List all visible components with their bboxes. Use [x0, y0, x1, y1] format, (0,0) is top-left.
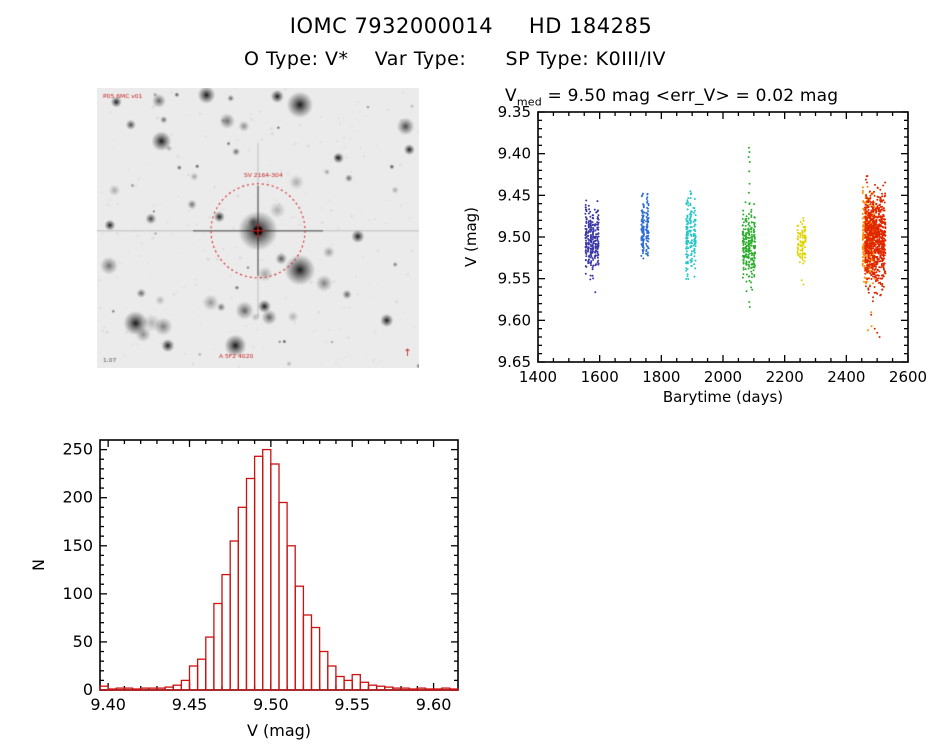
- svg-text:2400: 2400: [827, 368, 865, 386]
- svg-text:9.65: 9.65: [498, 353, 531, 371]
- scatter-title-values: = 9.50 mag <err_V> = 0.02 mag: [541, 86, 839, 106]
- svg-text:9.45: 9.45: [498, 186, 531, 204]
- lightcurve-scatter-plot: 1400 1600 1800 2000 2200 2400 2600 9.35 9.40 9.45…: [462, 103, 928, 406]
- svg-text:0: 0: [83, 680, 93, 699]
- cluster-epoch-3: [685, 190, 697, 280]
- svg-text:9.45: 9.45: [172, 695, 208, 714]
- svg-text:9.55: 9.55: [334, 695, 370, 714]
- svg-text:2000: 2000: [704, 368, 742, 386]
- svg-text:1600: 1600: [581, 368, 619, 386]
- svg-text:9.40: 9.40: [90, 695, 126, 714]
- svg-text:2200: 2200: [766, 368, 804, 386]
- svg-text:9.35: 9.35: [498, 103, 531, 121]
- svg-text:1800: 1800: [642, 368, 680, 386]
- svg-text:9.60: 9.60: [416, 695, 452, 714]
- vmed-subscript: med: [516, 95, 542, 109]
- hist-xlabel: V (mag): [247, 721, 311, 740]
- svg-text:250: 250: [62, 440, 93, 459]
- scatter-plot-title: Vmed = 9.50 mag <err_V> = 0.02 mag: [505, 86, 838, 108]
- tick-labels: 1400 1600 1800 2000 2200 2400 2600 9.35 9.40 9.45…: [498, 103, 928, 386]
- magnitude-histogram-plot: 9.40 9.45 9.50 9.55 9.60 0 50 100 150 200 250 V (ma…: [30, 439, 459, 740]
- svg-text:200: 200: [62, 488, 93, 507]
- svg-text:1400: 1400: [519, 368, 557, 386]
- histogram-bars: [99, 448, 459, 691]
- axis-ticks: [537, 111, 909, 363]
- svg-text:2600: 2600: [889, 368, 927, 386]
- cluster-epoch-5: [796, 217, 807, 286]
- svg-text:150: 150: [62, 536, 93, 555]
- svg-text:50: 50: [73, 632, 93, 651]
- cluster-epoch-4: [741, 146, 757, 308]
- scatter-points: [584, 146, 887, 338]
- svg-text:100: 100: [62, 584, 93, 603]
- cluster-epoch-2: [640, 192, 650, 260]
- hist-ylabel: N: [30, 559, 48, 571]
- cluster-epoch-1: [584, 199, 600, 294]
- svg-text:9.50: 9.50: [253, 695, 289, 714]
- page-title: IOMC 7932000014 HD 184285: [289, 14, 653, 38]
- svg-text:9.55: 9.55: [498, 270, 531, 288]
- axis-ticks: [100, 440, 458, 691]
- scatter-xlabel: Barytime (days): [663, 388, 783, 406]
- vmed-symbol: V: [505, 86, 517, 106]
- svg-text:9.40: 9.40: [498, 145, 531, 163]
- svg-text:9.60: 9.60: [498, 311, 531, 329]
- finding-chart-image: [97, 88, 419, 368]
- tick-labels: 9.40 9.45 9.50 9.55 9.60 0 50 100 150 200 250: [62, 440, 451, 714]
- page-subtitle: O Type: V* Var Type: SP Type: K0III/IV: [243, 48, 667, 70]
- scatter-ylabel: V (mag): [462, 207, 480, 267]
- cluster-epoch-7: [864, 175, 887, 338]
- svg-text:9.50: 9.50: [498, 228, 531, 246]
